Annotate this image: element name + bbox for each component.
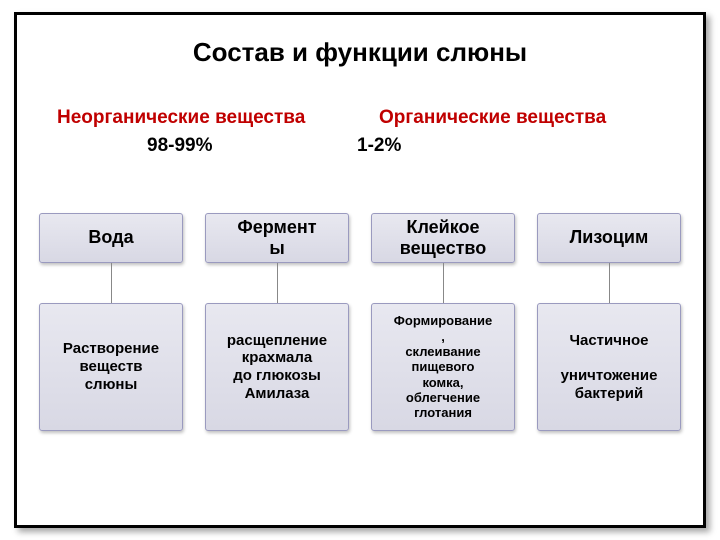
function-water: Растворение веществ слюны bbox=[39, 303, 183, 431]
fn-line: , bbox=[441, 329, 445, 344]
component-label-l1: Фермент bbox=[237, 217, 316, 238]
fn-line: Формирование bbox=[394, 313, 492, 328]
function-row: Растворение веществ слюны расщепление кр… bbox=[17, 303, 703, 431]
fn-line: пищевого bbox=[412, 359, 475, 374]
connector-row bbox=[17, 263, 703, 303]
component-water: Вода bbox=[39, 213, 183, 263]
header-inorganic: Неорганические вещества bbox=[57, 107, 305, 129]
fn-line: слюны bbox=[85, 376, 138, 394]
pct-organic: 1-2% bbox=[357, 135, 401, 157]
slide-frame: Состав и функции слюны Неорганические ве… bbox=[14, 12, 706, 528]
component-label: Лизоцим bbox=[570, 227, 649, 248]
fn-line: Растворение bbox=[63, 340, 159, 358]
fn-line: крахмала bbox=[242, 349, 312, 367]
fn-line: расщепление bbox=[227, 332, 327, 350]
fn-line: Частичное bbox=[569, 332, 648, 350]
slide-title: Состав и функции слюны bbox=[17, 37, 703, 68]
component-row: Вода Фермент ы Клейкое вещество Лизоцим bbox=[17, 213, 703, 263]
connector bbox=[371, 263, 515, 303]
connector bbox=[205, 263, 349, 303]
fn-line: Амилаза bbox=[245, 385, 310, 403]
header-organic: Органические вещества bbox=[379, 107, 606, 129]
fn-line: комка, bbox=[422, 375, 463, 390]
connector bbox=[537, 263, 681, 303]
fn-line: облегчение bbox=[406, 390, 480, 405]
component-enzymes: Фермент ы bbox=[205, 213, 349, 263]
fn-line: уничтожение bbox=[561, 367, 658, 385]
function-lysozyme: Частичное уничтожение бактерий bbox=[537, 303, 681, 431]
component-lysozyme: Лизоцим bbox=[537, 213, 681, 263]
component-glue: Клейкое вещество bbox=[371, 213, 515, 263]
component-label-l2: вещество bbox=[400, 238, 486, 259]
fn-line: склеивание bbox=[405, 344, 480, 359]
fn-line: бактерий bbox=[575, 385, 643, 403]
fn-line: глотания bbox=[414, 405, 472, 420]
fn-line: веществ bbox=[79, 358, 142, 376]
component-label-l2: ы bbox=[269, 238, 284, 259]
pct-inorganic: 98-99% bbox=[147, 135, 213, 157]
function-enzymes: расщепление крахмала до глюкозы Амилаза bbox=[205, 303, 349, 431]
component-label: Вода bbox=[88, 227, 133, 248]
connector bbox=[39, 263, 183, 303]
function-glue: Формирование , склеивание пищевого комка… bbox=[371, 303, 515, 431]
component-label-l1: Клейкое bbox=[406, 217, 479, 238]
fn-line bbox=[607, 349, 611, 367]
fn-line: до глюкозы bbox=[233, 367, 321, 385]
